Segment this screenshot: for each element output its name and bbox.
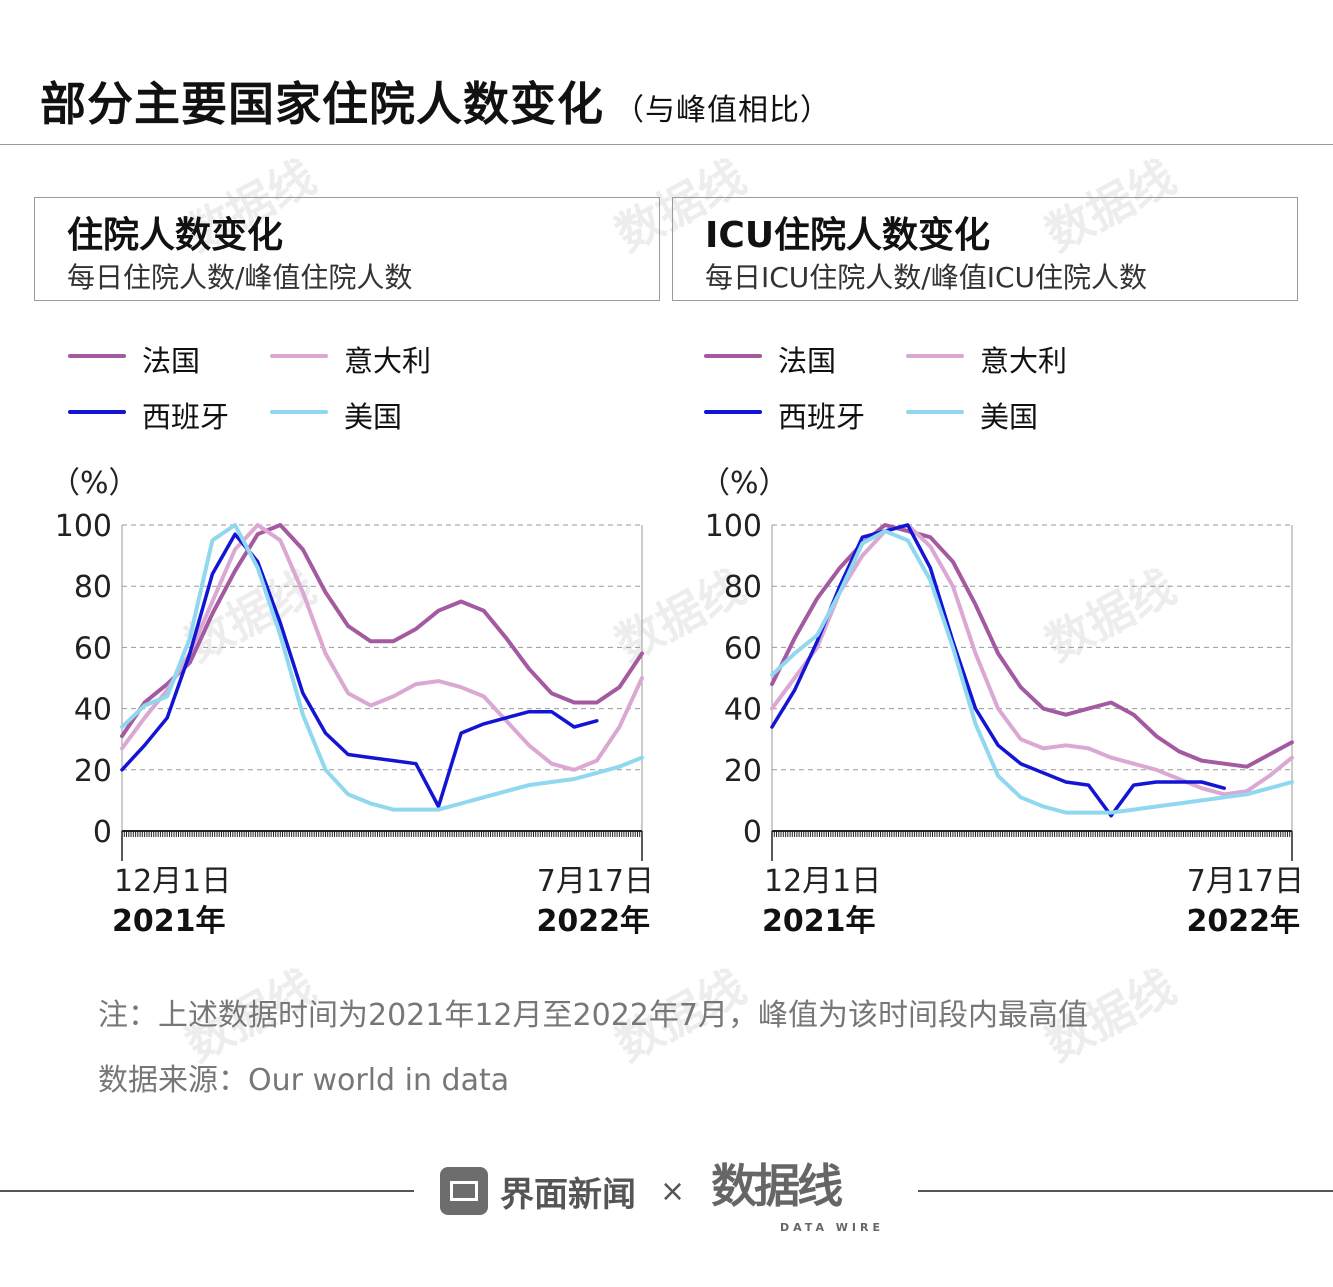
- chart2-series-line-usa: [770, 529, 1294, 815]
- page-title: 部分主要国家住院人数变化 （与峰值相比）: [40, 68, 831, 134]
- chart2-header: ICU住院人数变化 每日ICU住院人数/峰值ICU住院人数: [672, 197, 1298, 301]
- legend-label: 法国: [142, 344, 201, 378]
- chart1-header: 住院人数变化 每日住院人数/峰值住院人数: [34, 197, 660, 301]
- chart1-series-line-usa: [120, 523, 644, 812]
- chart1-y-tick-label: 60: [74, 631, 112, 666]
- chart1-hospitalization: （%） 0 20 40 60 80 100 12月1日 2021年 7月17日 2022年: [50, 466, 654, 939]
- page-title-sub: （与峰值相比）: [614, 93, 831, 128]
- brand-jiemian: 界面新闻: [500, 1174, 636, 1215]
- chart1-subtitle: 每日住院人数/峰值住院人数: [67, 261, 413, 294]
- legend-label: 美国: [344, 400, 403, 434]
- legend-swatch-italy: [270, 354, 328, 358]
- chart1-series-line-france: [120, 523, 644, 739]
- legend-label: 法国: [778, 344, 837, 378]
- chart2-icu: （%） 0 20 40 60 80 100 12月1日 2021年 7月17日 2022年: [700, 466, 1304, 939]
- chart2-y-tick-label: 0: [743, 815, 762, 850]
- chart2-series-line-spain: [770, 523, 1226, 818]
- chart1-x-end-label: 7月17日: [537, 864, 654, 899]
- legend-label: 西班牙: [778, 400, 866, 434]
- footnote: 注：上述数据时间为2021年12月至2022年7月，峰值为该时间段内最高值: [98, 998, 1088, 1033]
- chart2-x-end-year: 2022年: [1187, 904, 1301, 939]
- brand-datawire-sub: DATA WIRE: [780, 1221, 884, 1234]
- footer-brand: 界面新闻 × 数据线 DATA WIRE: [440, 1159, 880, 1234]
- legend-swatch-italy: [906, 354, 964, 358]
- chart2-title: ICU住院人数变化: [705, 215, 991, 256]
- data-source: 数据来源：Our world in data: [98, 1063, 510, 1098]
- brand-datawire: 数据线: [711, 1159, 843, 1213]
- footer-rule-left: [0, 1190, 414, 1192]
- chart1-x-end-year: 2022年: [537, 904, 651, 939]
- chart1-y-tick-label: 20: [74, 754, 112, 789]
- chart1-y-tick-label: 0: [93, 815, 112, 850]
- legend-label: 美国: [980, 400, 1039, 434]
- jiemian-logo-icon: [440, 1167, 488, 1215]
- chart2-y-axis-label: （%）: [700, 466, 789, 501]
- chart2-x-end-label: 7月17日: [1187, 864, 1304, 899]
- chart2-y-tick-label: 20: [724, 754, 762, 789]
- chart1-series-line-italy: [120, 523, 644, 772]
- chart1-y-axis-label: （%）: [50, 466, 139, 501]
- chart1-y-tick-label: 40: [74, 693, 112, 728]
- chart2-y-tick-label: 80: [724, 570, 762, 605]
- chart2-x-start-label: 12月1日: [764, 864, 881, 899]
- title-divider: [0, 144, 1333, 145]
- chart2-subtitle: 每日ICU住院人数/峰值ICU住院人数: [705, 261, 1148, 294]
- chart2-x-start-year: 2021年: [762, 904, 876, 939]
- footer-rule-right: [918, 1190, 1333, 1192]
- legend-swatch-spain: [68, 410, 126, 414]
- chart1-x-start-year: 2021年: [112, 904, 226, 939]
- legend-swatch-usa: [270, 410, 328, 414]
- chart2-y-tick-label: 40: [724, 693, 762, 728]
- legend-label: 意大利: [344, 344, 432, 378]
- chart2-y-tick-label: 60: [724, 631, 762, 666]
- brand-times: ×: [660, 1173, 686, 1209]
- chart2-series-line-italy: [770, 523, 1294, 797]
- page-title-main: 部分主要国家住院人数变化: [40, 77, 604, 131]
- chart2-y-tick-label: 100: [705, 509, 762, 544]
- legend-swatch-spain: [704, 410, 762, 414]
- legend-swatch-france: [704, 354, 762, 358]
- chart1-y-tick-label: 80: [74, 570, 112, 605]
- legend-swatch-france: [68, 354, 126, 358]
- chart1-series-line-spain: [120, 532, 599, 809]
- legend-label: 意大利: [980, 344, 1068, 378]
- legend-label: 西班牙: [142, 400, 230, 434]
- legend-swatch-usa: [906, 410, 964, 414]
- chart1-y-tick-label: 100: [55, 509, 112, 544]
- chart1-x-start-label: 12月1日: [114, 864, 231, 899]
- chart1-title: 住院人数变化: [67, 215, 284, 256]
